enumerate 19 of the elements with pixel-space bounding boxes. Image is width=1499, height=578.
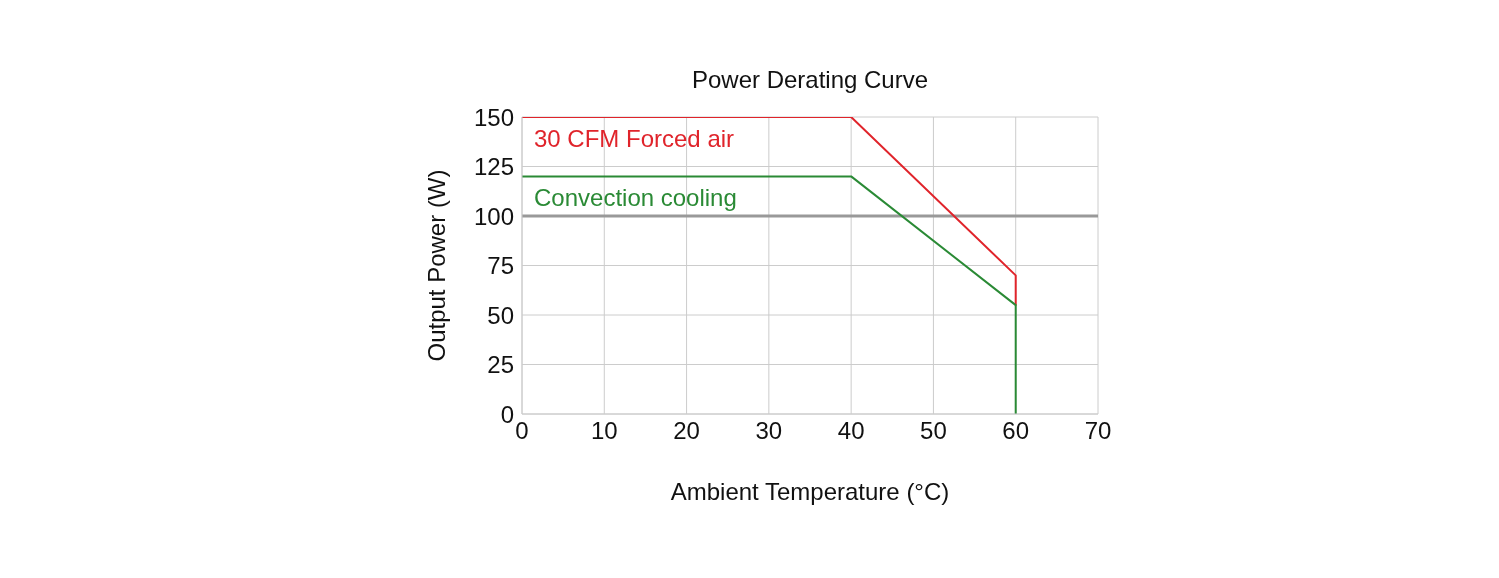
- series-label: 30 CFM Forced air: [534, 125, 735, 152]
- x-tick-label: 30: [755, 417, 783, 445]
- y-tick-label: 150: [473, 103, 514, 131]
- x-tick-label: 20: [673, 417, 700, 445]
- y-tick-label: 100: [473, 202, 514, 230]
- y-tick-label: 25: [487, 351, 514, 379]
- y-axis-title: Output Power (W): [422, 169, 450, 362]
- x-tick-label: 60: [1002, 417, 1030, 445]
- y-tick-label: 125: [473, 153, 514, 181]
- x-tick-label: 10: [590, 417, 618, 445]
- y-tick-label: 0: [500, 400, 514, 428]
- series-label: Convection cooling: [534, 184, 737, 212]
- x-tick-label: 40: [837, 417, 865, 445]
- x-axis-title: Ambient Temperature (°C): [670, 478, 950, 505]
- y-tick-label: 50: [487, 301, 514, 329]
- chart-title: Power Derating Curve: [690, 66, 930, 94]
- x-tick-label: 70: [1084, 417, 1112, 445]
- x-tick-label: 50: [920, 417, 947, 445]
- y-tick-label: 75: [487, 252, 514, 280]
